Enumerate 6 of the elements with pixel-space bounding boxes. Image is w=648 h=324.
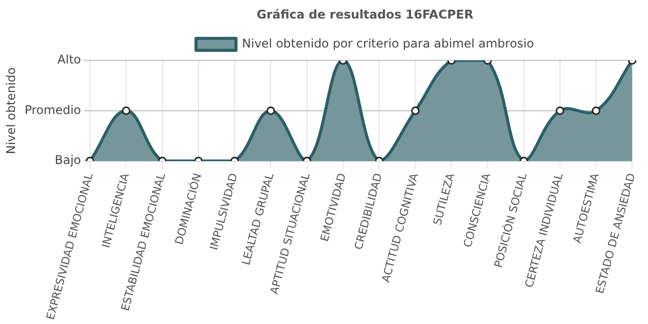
ref-line-label: Bajo [54,153,81,168]
chart-title: Gráfica de resultados 16FACPER [256,7,474,22]
ref-line-label: Alto [57,52,81,67]
ref-line-label: Promedio [24,102,81,117]
legend-label: Nivel obtenido por criterio para abimel ambrosio [242,36,534,51]
y-axis-title: Nivel obtenido [4,67,18,154]
